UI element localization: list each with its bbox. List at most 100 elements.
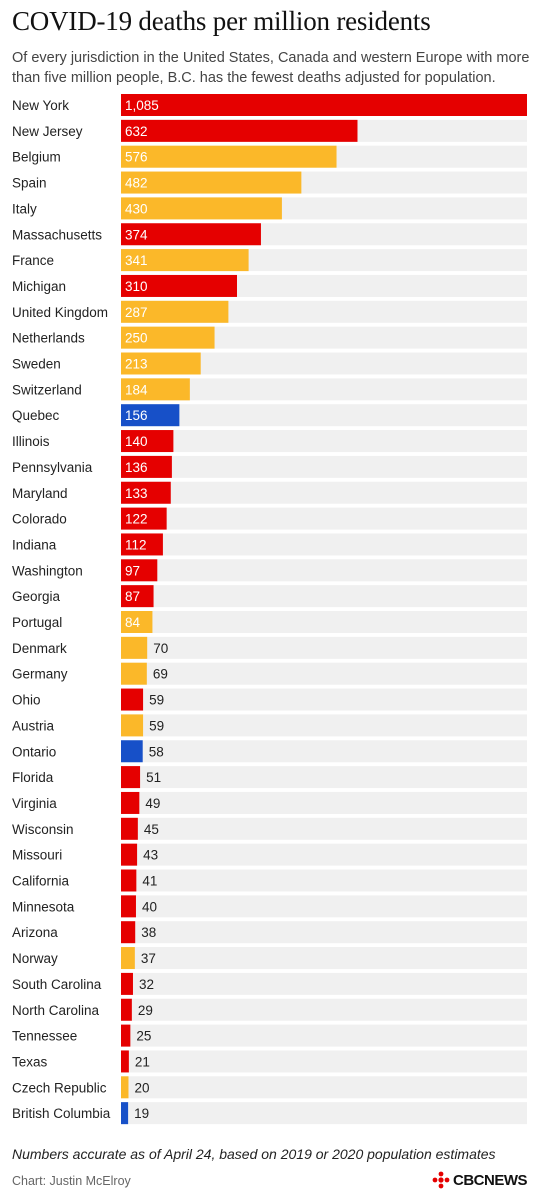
bar-track xyxy=(121,1102,527,1125)
value-label: 213 xyxy=(125,357,148,372)
category-label: France xyxy=(12,253,54,268)
bar xyxy=(121,145,337,168)
value-label: 51 xyxy=(146,770,161,785)
bar-track xyxy=(121,481,527,504)
value-label: 122 xyxy=(125,512,148,527)
value-label: 43 xyxy=(143,848,158,863)
bar xyxy=(121,352,201,375)
bar-track xyxy=(121,636,527,659)
value-label: 59 xyxy=(149,693,164,708)
category-label: Spain xyxy=(12,176,47,191)
value-label: 310 xyxy=(125,279,148,294)
bar-track xyxy=(121,352,527,375)
category-label: New Jersey xyxy=(12,124,83,139)
category-label: Florida xyxy=(12,770,54,785)
bar xyxy=(121,507,167,530)
value-label: 49 xyxy=(145,796,160,811)
value-label: 140 xyxy=(125,434,148,449)
value-label: 40 xyxy=(142,899,157,914)
category-label: Quebec xyxy=(12,408,60,423)
category-label: Germany xyxy=(12,667,68,682)
value-label: 45 xyxy=(144,822,159,837)
value-label: 69 xyxy=(153,667,168,682)
category-label: Texas xyxy=(12,1054,48,1069)
value-label: 19 xyxy=(134,1106,149,1121)
category-label: Ohio xyxy=(12,693,41,708)
category-label: Virginia xyxy=(12,796,57,811)
category-label: Sweden xyxy=(12,357,61,372)
category-label: Washington xyxy=(12,563,83,578)
bar xyxy=(121,119,358,142)
bar-track xyxy=(121,662,527,685)
bar-track xyxy=(121,559,527,582)
bar-track xyxy=(121,507,527,530)
category-label: Georgia xyxy=(12,589,61,604)
bar xyxy=(121,197,282,220)
value-label: 184 xyxy=(125,382,148,397)
bar xyxy=(121,404,180,427)
category-label: Colorado xyxy=(12,512,67,527)
bar-track xyxy=(121,895,527,918)
bar-track xyxy=(121,378,527,401)
chart-subtitle: Of every jurisdiction in the United Stat… xyxy=(12,50,530,86)
bar xyxy=(121,1024,131,1047)
category-label: California xyxy=(12,874,70,889)
bar xyxy=(121,947,135,970)
bar-track xyxy=(121,947,527,970)
category-label: Czech Republic xyxy=(12,1080,107,1095)
bar-track xyxy=(121,998,527,1021)
bar xyxy=(121,714,144,737)
chart-credit: Chart: Justin McElroy xyxy=(12,1174,131,1188)
category-label: Switzerland xyxy=(12,382,82,397)
bar xyxy=(121,869,137,892)
category-label: North Carolina xyxy=(12,1003,100,1018)
category-label: Portugal xyxy=(12,615,62,630)
category-label: Michigan xyxy=(12,279,66,294)
category-label: South Carolina xyxy=(12,977,102,992)
bar xyxy=(121,585,154,608)
chart-title: COVID-19 deaths per million residents xyxy=(12,6,431,36)
value-label: 576 xyxy=(125,150,148,165)
bar xyxy=(121,895,136,918)
bar-chart: New York 1,085 New Jersey 632 Belgium 576 Spai… xyxy=(12,94,527,1125)
value-label: 38 xyxy=(141,925,156,940)
category-label: Austria xyxy=(12,718,55,733)
bar xyxy=(121,740,143,763)
value-label: 37 xyxy=(141,951,156,966)
category-label: Ontario xyxy=(12,744,56,759)
category-label: Missouri xyxy=(12,848,62,863)
category-label: United Kingdom xyxy=(12,305,108,320)
bar-track xyxy=(121,740,527,763)
value-label: 632 xyxy=(125,124,148,139)
bar-track xyxy=(121,455,527,478)
value-label: 29 xyxy=(138,1003,153,1018)
bar xyxy=(121,791,140,814)
bar-track xyxy=(121,817,527,840)
bar-track xyxy=(121,1076,527,1099)
bar-track xyxy=(121,326,527,349)
bar-track xyxy=(121,611,527,633)
value-label: 21 xyxy=(135,1054,150,1069)
bar-track xyxy=(121,791,527,814)
bar xyxy=(121,559,158,582)
value-label: 112 xyxy=(125,537,147,552)
value-label: 374 xyxy=(125,227,148,242)
category-label: Wisconsin xyxy=(12,822,74,837)
bar-track xyxy=(121,585,527,608)
cbc-gem-icon xyxy=(432,1171,450,1189)
category-label: Maryland xyxy=(12,486,68,501)
value-label: 70 xyxy=(153,641,168,656)
bar xyxy=(121,1050,129,1073)
bar-track xyxy=(121,688,527,711)
value-label: 136 xyxy=(125,460,148,475)
value-label: 84 xyxy=(125,615,141,630)
bar xyxy=(121,378,190,401)
bar xyxy=(121,300,229,323)
bar-track xyxy=(121,972,527,995)
value-label: 20 xyxy=(134,1080,149,1095)
bar xyxy=(121,455,172,478)
bar-track xyxy=(121,843,527,866)
bar-track xyxy=(121,869,527,892)
bar xyxy=(121,533,163,556)
bar-track xyxy=(121,404,527,427)
